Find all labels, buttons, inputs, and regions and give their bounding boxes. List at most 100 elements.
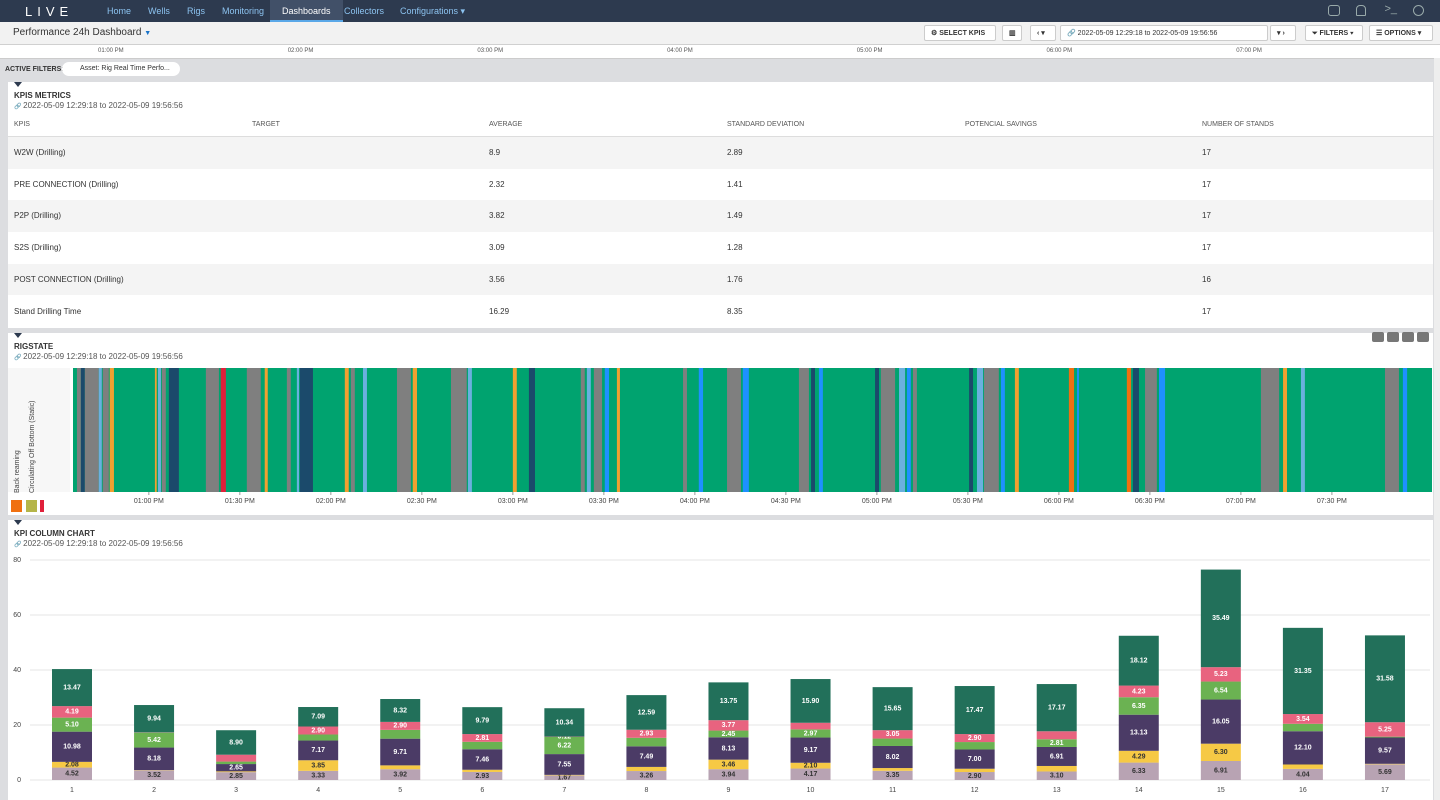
filter-icon[interactable] [14, 82, 22, 87]
user-icon[interactable] [1413, 5, 1424, 16]
data-label: 13.47 [63, 684, 81, 691]
data-label: 5.69 [1378, 769, 1392, 776]
tool-icon[interactable] [1402, 332, 1414, 342]
state-segment [528, 368, 535, 492]
x-tick-label: 07:30 PM [1317, 498, 1347, 505]
filter-icon[interactable] [14, 333, 22, 338]
data-label: 4.04 [1296, 771, 1310, 778]
filter-icon[interactable] [14, 520, 22, 525]
y-tick-label: 80 [13, 557, 21, 564]
state-segment [798, 368, 809, 492]
table-cell: Stand Drilling Time [14, 306, 82, 316]
select-kpis-button[interactable]: ⚙ SELECT KPIS ▾ [924, 25, 996, 53]
chat-icon[interactable] [1328, 5, 1340, 16]
data-label: 2.10 [804, 762, 818, 769]
state-segment [102, 368, 109, 492]
data-label: 2.97 [804, 730, 818, 737]
bar-segment [52, 767, 92, 780]
timeline-label: 01:00 PM [98, 48, 124, 54]
data-label: 2.90 [968, 735, 982, 742]
legend-swatch [26, 500, 37, 512]
nav-item[interactable]: Monitoring [222, 6, 265, 16]
scrollbar[interactable] [1434, 58, 1440, 800]
bar-segment [380, 738, 421, 766]
state-segment [1283, 368, 1287, 492]
bar-segment [1364, 737, 1405, 764]
state-segment [363, 368, 367, 492]
state-segment [912, 368, 917, 492]
tool-icon[interactable] [1387, 332, 1399, 342]
x-tick-label: 12 [971, 787, 979, 794]
panel-title: KPIS METRICS [14, 91, 71, 100]
bar-segment [1282, 714, 1323, 724]
nav-item[interactable]: Configurations ▾ [400, 6, 466, 16]
bar-segment [626, 729, 667, 738]
btn-text: SELECT KPIS [939, 30, 986, 37]
state-segment [286, 368, 291, 492]
bar-segment [544, 708, 585, 737]
bar-segment [872, 768, 913, 771]
state-segment [350, 368, 355, 492]
bar-segment [380, 699, 421, 722]
plot-background [8, 368, 70, 492]
data-label: 2.90 [968, 773, 982, 780]
rigstate-chart: 01:00 PM 01:30 PM 02:00 PM 02:30 PM 03:00 PM… [8, 368, 1432, 512]
dashboard-title[interactable]: Performance 24h Dashboard ▼ [13, 27, 151, 38]
bar-segment [708, 730, 749, 738]
tool-icon[interactable] [1372, 332, 1384, 342]
x-tick-label: 8 [644, 787, 648, 794]
bar-segment [298, 726, 339, 735]
x-tick-label: 13 [1053, 787, 1061, 794]
nav-item[interactable]: Collectors [344, 6, 385, 16]
bar-segment [1364, 722, 1405, 737]
legend-label: Back reaming [14, 450, 21, 493]
filters-button[interactable]: ⏷ FILTERS ▾ [1305, 25, 1363, 41]
chart-button[interactable]: ▥ [1002, 25, 1022, 41]
base-state [73, 368, 1432, 492]
data-label: 3.92 [393, 771, 407, 778]
column-header: POTENCIAL SAVINGS [965, 121, 1037, 128]
state-segment [512, 368, 517, 492]
nav-item[interactable]: Home [107, 6, 132, 16]
x-tick-label: 03:00 PM [498, 498, 528, 505]
logo[interactable]: LIVE [25, 4, 74, 19]
range-picker[interactable]: 🔗 2022-05-09 12:29:18 to 2022-05-09 19:5… [1060, 25, 1268, 41]
state-segment [811, 368, 815, 492]
nav-item[interactable]: Dashboards [270, 0, 343, 22]
bar-segment [1200, 569, 1241, 668]
next-button[interactable]: ▾ › [1270, 25, 1296, 41]
state-segment [1402, 368, 1408, 492]
data-label: 4.23 [1132, 688, 1146, 695]
tool-icon[interactable] [1417, 332, 1429, 342]
nav-item[interactable]: Wells [148, 6, 170, 16]
bar-segment [1036, 746, 1077, 766]
prev-button[interactable]: ‹ ▾ [1030, 25, 1056, 41]
nav-item[interactable]: Rigs [187, 6, 206, 16]
bar-segment [790, 729, 831, 738]
x-tick-label: 06:30 PM [1135, 498, 1165, 505]
x-tick-label: 7 [562, 787, 566, 794]
data-label: 2.93 [475, 773, 489, 780]
table-cell: PRE CONNECTION (Drilling) [14, 179, 119, 189]
data-label: 8.32 [393, 707, 407, 714]
data-label: 5.42 [147, 737, 161, 744]
panel-title: KPI COLUMN CHART [14, 529, 95, 538]
table-cell: 16 [1202, 274, 1211, 284]
panel-range[interactable]: 2022-05-09 12:29:18 to 2022-05-09 19:56:… [14, 101, 183, 110]
bar-segment [52, 761, 92, 768]
panel-range[interactable]: 2022-05-09 12:29:18 to 2022-05-09 19:56:… [14, 352, 183, 361]
filter-chip[interactable]: Asset: Rig Real Time Perfo... [62, 62, 180, 76]
data-label: 3.26 [640, 772, 654, 779]
state-segment [593, 368, 603, 492]
bar-segment [298, 707, 339, 727]
panel-range[interactable]: 2022-05-09 12:29:18 to 2022-05-09 19:56:… [14, 539, 183, 548]
bell-icon[interactable] [1356, 5, 1366, 16]
options-button[interactable]: ☰ OPTIONS ▾ [1369, 25, 1433, 41]
terminal-icon[interactable]: >_ [1384, 3, 1397, 15]
state-segment [698, 368, 704, 492]
data-label: 2.90 [393, 723, 407, 730]
data-label: 2.81 [1050, 740, 1064, 747]
column-chart: 0 20 40 60 80 1 4.52 2.08 10.98 5.10 4.19 13.47 2 3.5… [13, 557, 1430, 794]
data-label: 8.13 [722, 745, 736, 752]
